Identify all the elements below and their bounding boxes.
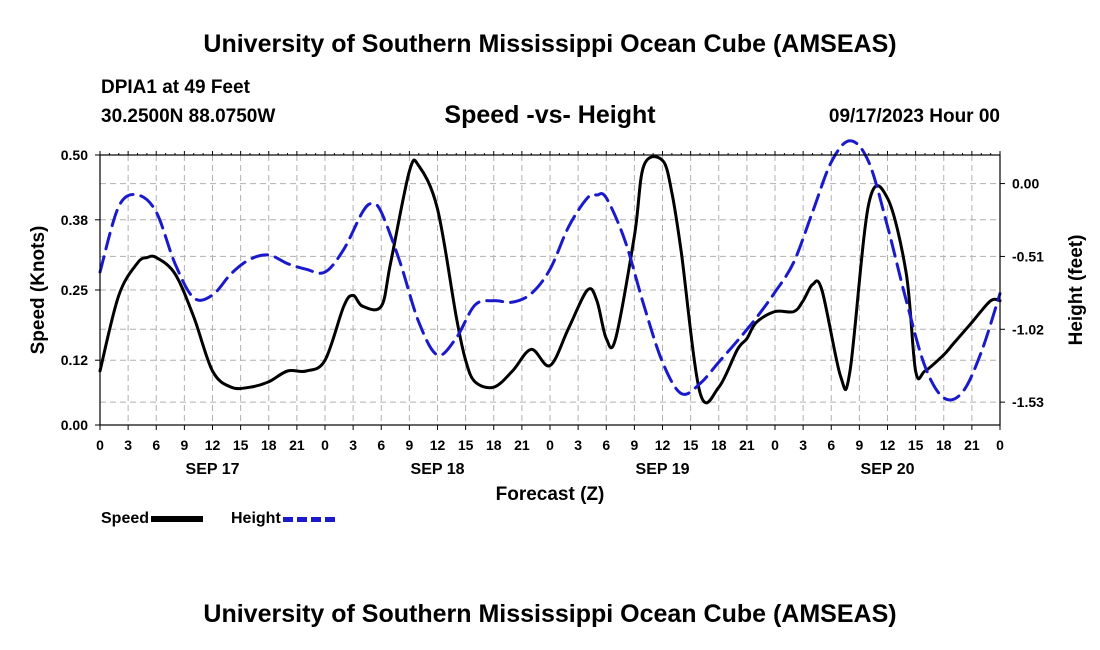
x-tick-label: 12 [205, 437, 221, 453]
x-tick-label: 21 [964, 437, 980, 453]
x-tick-label: 9 [180, 437, 188, 453]
x-tick-label: 12 [430, 437, 446, 453]
x-tick-label: 0 [546, 437, 554, 453]
x-tick-label: 3 [124, 437, 132, 453]
x-tick-label: 9 [405, 437, 413, 453]
y-tick-label: 0.38 [61, 212, 88, 228]
x-tick-label: 6 [827, 437, 835, 453]
x-tick-label: 18 [936, 437, 952, 453]
y-tick-label: 0.25 [61, 282, 88, 298]
chart-title: University of Southern Mississippi Ocean… [203, 30, 897, 58]
axis-labels: 0 3 6 9 12 15 18 21 0 3 6 9 12 15 18 21 0 3 6 9 12 15 18 21 0 3 6 9… [28, 147, 1087, 505]
x-tick-label: 0 [96, 437, 104, 453]
x-tick-label: 3 [799, 437, 807, 453]
legend-height-swatch [282, 516, 335, 522]
x-tick-label: 3 [574, 437, 582, 453]
x-tick-label: 0 [996, 437, 1004, 453]
x-tick-label: 9 [855, 437, 863, 453]
legend-speed: Speed [101, 510, 204, 528]
chart-subtitle: Speed -vs- Height [444, 101, 656, 129]
legend-speed-swatch [151, 516, 204, 522]
day-label: SEP 18 [411, 461, 465, 478]
y-tick-label: 0.50 [61, 147, 88, 163]
x-tick-label: 15 [908, 437, 924, 453]
x-tick-label: 12 [655, 437, 671, 453]
coordinates-label: 30.2500N 88.0750W [101, 106, 276, 127]
day-label: SEP 17 [186, 461, 240, 478]
x-tick-label: 18 [486, 437, 502, 453]
legend-height-label: Height [231, 510, 281, 527]
x-tick-label: 6 [152, 437, 160, 453]
series-lines [98, 139, 1002, 405]
legend-speed-label: Speed [101, 510, 150, 527]
x-tick-label: 9 [630, 437, 638, 453]
x-axis-title: Forecast (Z) [496, 484, 605, 505]
day-label: SEP 19 [636, 461, 690, 478]
y2-tick-label: -0.51 [1012, 248, 1044, 264]
speed-series-line [98, 155, 1002, 405]
x-tick-label: 15 [233, 437, 249, 453]
x-tick-label: 15 [683, 437, 699, 453]
x-tick-label: 18 [711, 437, 727, 453]
y2-tick-label: -1.02 [1012, 321, 1044, 337]
grid [100, 155, 1000, 425]
legend-height: Height [231, 510, 335, 528]
y2-tick-label: 0.00 [1012, 176, 1039, 192]
y-tick-label: 0.12 [61, 352, 88, 368]
forecast-date-label: 09/17/2023 Hour 00 [828, 106, 1000, 127]
station-label: DPIA1 at 49 Feet [101, 77, 250, 98]
x-tick-label: 3 [349, 437, 357, 453]
x-tick-label: 0 [771, 437, 779, 453]
x-tick-label: 12 [880, 437, 896, 453]
x-tick-label: 15 [458, 437, 474, 453]
y-axis-title: Speed (Knots) [28, 226, 49, 355]
y2-axis-title: Height (feet) [1066, 235, 1087, 346]
day-label: SEP 20 [861, 461, 915, 478]
x-tick-label: 18 [261, 437, 277, 453]
y2-tick-label: -1.53 [1012, 394, 1044, 410]
x-tick-label: 0 [321, 437, 329, 453]
axis-ticks [95, 151, 1005, 430]
y-tick-label: 0.00 [61, 417, 88, 433]
x-tick-label: 21 [289, 437, 305, 453]
height-series-line [98, 139, 1002, 402]
x-tick-label: 6 [377, 437, 385, 453]
x-tick-label: 6 [602, 437, 610, 453]
x-tick-label: 21 [739, 437, 755, 453]
footer-title: University of Southern Mississippi Ocean… [203, 600, 897, 628]
x-tick-label: 21 [514, 437, 530, 453]
